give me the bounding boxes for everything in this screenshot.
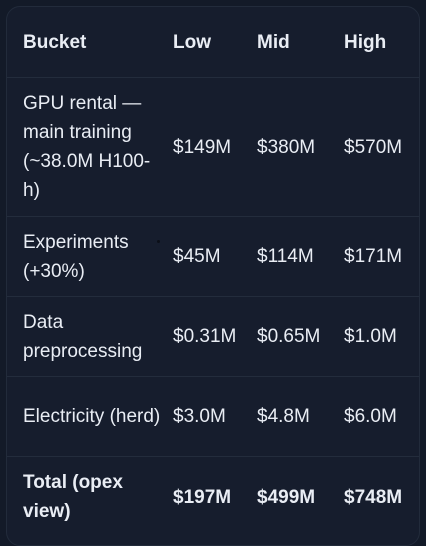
cell-low: $3.0M (167, 376, 251, 457)
cell-mid: $0.65M (251, 296, 338, 377)
header-mid: Mid (251, 7, 338, 78)
total-mid: $499M (257, 486, 316, 508)
cell-bucket: Electricity (herd) (7, 376, 167, 457)
total-row: Total (opex view) $197M $499M $748M (7, 457, 419, 538)
table-row: GPU rental — main training (~38.0M H100-… (7, 77, 419, 217)
cell-mid: $114M (251, 216, 338, 297)
cell-high: $171M (338, 216, 419, 297)
total-low: $197M (173, 486, 232, 508)
table-row: Experiments (+30%) $45M $114M $171M (7, 216, 419, 297)
stray-dot (157, 240, 160, 243)
cell-bucket: Data preprocessing (7, 296, 167, 377)
cell-high: $1.0M (338, 296, 419, 377)
cost-table-card: Bucket Low Mid High GPU rental — main tr… (6, 6, 420, 546)
header-low: Low (167, 7, 251, 78)
table-header-row: Bucket Low Mid High (7, 7, 419, 78)
cell-bucket: Experiments (+30%) (7, 216, 167, 297)
table-row: Data preprocessing $0.31M $0.65M $1.0M (7, 296, 419, 377)
cost-table: Bucket Low Mid High GPU rental — main tr… (7, 7, 419, 538)
cell-low: $45M (167, 216, 251, 297)
cell-low: $0.31M (167, 296, 251, 377)
cell-high: $570M (338, 77, 419, 217)
table-row: Electricity (herd) $3.0M $4.8M $6.0M (7, 376, 419, 457)
header-bucket: Bucket (7, 7, 167, 78)
cell-mid: $380M (251, 77, 338, 217)
total-high: $748M (344, 486, 403, 508)
header-high: High (338, 7, 419, 78)
cell-bucket: GPU rental — main training (~38.0M H100-… (7, 77, 167, 217)
cell-mid: $4.8M (251, 376, 338, 457)
cell-high: $6.0M (338, 376, 419, 457)
total-bucket: Total (opex view) (23, 472, 123, 522)
cell-low: $149M (167, 77, 251, 217)
